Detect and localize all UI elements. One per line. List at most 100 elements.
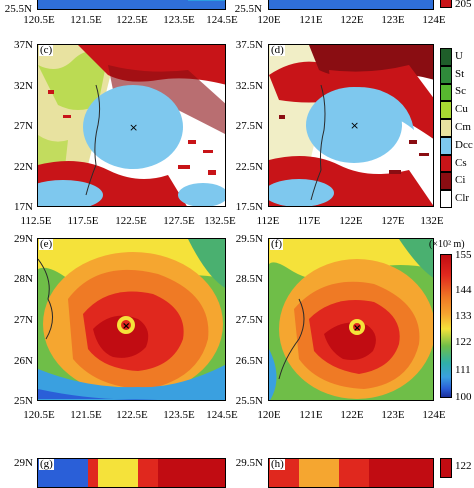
panel-e-xtick: 124.5E: [206, 409, 238, 421]
panel-b-colorbar-value: 205: [455, 0, 472, 10]
panel-c-xtick: 127.5E: [163, 215, 195, 227]
panel-b-ytick: 25.5N: [234, 3, 262, 15]
cloud-legend-swatch: [440, 154, 452, 173]
panel-e-xtick: 123.5E: [163, 409, 195, 421]
cloud-legend-swatch: [440, 119, 452, 137]
panel-c-xtick: 112.5E: [20, 215, 52, 227]
panel-e-map: ×: [37, 238, 226, 401]
panel-f-xtick: 123E: [381, 409, 405, 421]
panel-h-ytick: 29.5N: [235, 457, 263, 469]
panel-f-ytick: 29.5N: [235, 233, 263, 245]
panel-f-xtick: 120E: [257, 409, 281, 421]
panel-e-ytick: 26N: [14, 355, 33, 367]
storm-center-marker: ×: [129, 121, 138, 134]
cloud-legend-label: Ci: [455, 174, 466, 187]
panel-e-ytick: 25N: [14, 395, 33, 407]
panel-d-ytick: 17.5N: [235, 201, 263, 213]
panel-d-ytick: 27.5N: [235, 120, 263, 132]
panel-d-xtick: 132E: [420, 215, 444, 227]
panel-g-ytick: 29N: [14, 457, 33, 469]
cloud-legend-swatch: [440, 172, 452, 191]
panel-a-map: [37, 0, 226, 10]
height-colorbar-tick: 133: [455, 310, 472, 322]
panel-d-ytick: 22.5N: [235, 161, 263, 173]
cloud-type-legend: U St Sc Cu Cm Dcc Cs Ci Clr: [440, 48, 474, 208]
panel-d-ytick: 32.5N: [235, 80, 263, 92]
panel-h-colorbar: [440, 458, 452, 478]
cloud-legend-swatch: [440, 101, 452, 120]
panel-b-xtick: 122E: [340, 14, 364, 26]
panel-b-field: [269, 0, 433, 9]
panel-d-tag: (d): [270, 44, 285, 56]
panel-g-tag: (g): [39, 458, 54, 470]
panel-a-xtick: 121.5E: [70, 14, 102, 26]
height-colorbar: [440, 254, 452, 398]
storm-center-marker: ×: [122, 321, 130, 332]
panel-f-ytick: 26.5N: [235, 355, 263, 367]
panel-c-ytick: 27N: [14, 120, 33, 132]
panel-c-tag: (c): [39, 44, 54, 56]
cloud-legend-swatch: [440, 48, 452, 66]
cloud-legend-label: Cm: [455, 121, 471, 133]
panel-f-height-field: ×: [269, 239, 433, 400]
panel-f-tag: (f): [270, 238, 283, 250]
panel-a-ytick: 25.5N: [4, 3, 32, 15]
panel-h-tag: (h): [270, 458, 285, 470]
panel-c-map: ×: [37, 44, 226, 207]
panel-d-xtick: 122E: [339, 215, 363, 227]
panel-b-map: [268, 0, 434, 10]
cloud-legend-label: Clr: [455, 192, 470, 205]
panel-g-map: [37, 458, 226, 488]
panel-e-xtick: 122.5E: [116, 409, 148, 421]
panel-c-ytick: 32N: [14, 80, 33, 92]
panel-d-map: ×: [268, 44, 434, 207]
height-colorbar-tick: 122: [455, 336, 472, 348]
panel-c-ytick: 17N: [14, 201, 33, 213]
panel-e-xtick: 121.5E: [70, 409, 102, 421]
cloud-legend-label: Sc: [455, 85, 466, 98]
panel-d-cloud-field: ×: [269, 45, 433, 206]
panel-e-height-field: ×: [38, 239, 225, 400]
panel-d-xtick: 117E: [297, 215, 321, 227]
panel-a-xtick: 123.5E: [163, 14, 195, 26]
cloud-legend-label: St: [455, 67, 465, 80]
cloud-legend-swatch: [440, 83, 452, 102]
panel-f-ytick: 28.5N: [235, 273, 263, 285]
cloud-legend-label: Cs: [455, 156, 467, 169]
cloud-legend-label: Dcc: [455, 138, 473, 151]
panel-b-xtick: 123E: [381, 14, 405, 26]
panel-f-xtick: 121E: [299, 409, 323, 421]
cloud-legend-swatch: [440, 136, 452, 155]
panel-c-xtick: 132.5E: [204, 215, 236, 227]
height-colorbar-unit: (×10² m): [429, 239, 465, 250]
panel-e-ytick: 27N: [14, 314, 33, 326]
storm-center-marker: ×: [353, 323, 361, 334]
panel-d-xtick: 127E: [381, 215, 405, 227]
panel-c-xtick: 117.5E: [67, 215, 99, 227]
height-colorbar-tick: 111: [455, 364, 471, 376]
storm-center-marker: ×: [350, 119, 359, 132]
panel-b-xtick: 124E: [422, 14, 446, 26]
panel-f-map: ×: [268, 238, 434, 401]
panel-e-xtick: 120.5E: [23, 409, 55, 421]
cloud-legend-label: Cu: [455, 103, 468, 116]
panel-a-field: [38, 0, 225, 9]
cloud-legend-label: U: [455, 49, 463, 62]
panel-b-xtick: 121E: [299, 14, 323, 26]
height-colorbar-tick: 155: [455, 249, 472, 261]
cloud-legend-swatch: [440, 65, 452, 84]
panel-e-ytick: 29N: [14, 233, 33, 245]
panel-h-map: [268, 458, 434, 488]
panel-f-xtick: 124E: [422, 409, 446, 421]
height-colorbar-tick: 144: [455, 284, 472, 296]
figure: 25.5N 120.5E 121.5E 122.5E 123.5E 124.5E…: [4, 0, 474, 488]
panel-c-cloud-field: ×: [38, 45, 225, 206]
panel-c-ytick: 37N: [14, 39, 33, 51]
panel-d-xtick: 112E: [256, 215, 280, 227]
height-colorbar-tick: 100: [455, 391, 472, 403]
panel-e-ytick: 28N: [14, 273, 33, 285]
panel-f-ytick: 25.5N: [235, 395, 263, 407]
panel-d-ytick: 37.5N: [235, 39, 263, 51]
panel-a-xtick: 124.5E: [206, 14, 238, 26]
cloud-legend-swatch: [440, 190, 452, 208]
